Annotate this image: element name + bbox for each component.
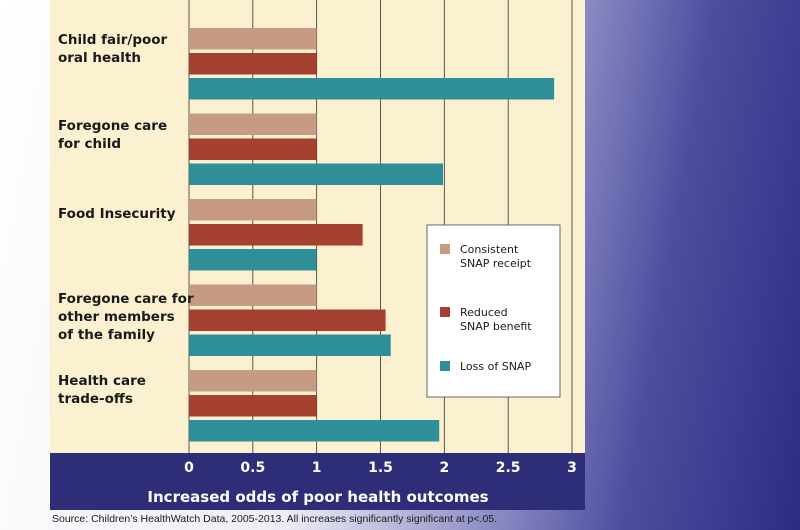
x-tick-label: 1 <box>312 460 322 476</box>
category-label: Food Insecurity <box>58 206 176 222</box>
legend: Consistent SNAP receipt Reduced SNAP benefi… <box>426 224 561 398</box>
category-labels: Child fair/poor oral health Foregone care f… <box>58 32 194 407</box>
x-tick-labels: 0 0.5 1 1.5 2 2.5 3 <box>184 460 577 476</box>
legend-swatch <box>440 244 450 254</box>
bar <box>189 284 317 306</box>
x-axis-band <box>50 453 585 510</box>
legend-swatch <box>440 307 450 317</box>
legend-swatch <box>440 361 450 371</box>
bars <box>189 28 555 442</box>
bar <box>189 420 440 442</box>
category-label: Health care trade-offs <box>58 373 146 407</box>
bar <box>189 199 317 221</box>
bar <box>189 163 444 185</box>
category-label: Foregone care for child <box>58 118 167 152</box>
legend-label: Consistent SNAP receipt <box>460 243 532 270</box>
x-tick-label: 0.5 <box>240 460 265 476</box>
category-label: Foregone care for other members of the fam… <box>58 291 194 343</box>
x-tick-label: 2.5 <box>496 460 521 476</box>
bar <box>189 395 317 417</box>
bar <box>189 370 317 392</box>
bar <box>189 53 317 75</box>
bar <box>189 28 317 50</box>
source-note: Source: Children’s HealthWatch Data, 200… <box>52 513 498 525</box>
x-tick-label: 2 <box>439 460 449 476</box>
bar <box>189 138 317 160</box>
x-tick-label: 3 <box>567 460 577 476</box>
legend-label: Loss of SNAP <box>460 360 531 373</box>
x-axis-title: Increased odds of poor health outcomes <box>147 488 488 506</box>
x-tick-label: 0 <box>184 460 194 476</box>
bar <box>189 78 555 100</box>
x-tick-label: 1.5 <box>368 460 393 476</box>
bar <box>189 249 317 271</box>
bar <box>189 224 363 246</box>
legend-label: Reduced SNAP benefit <box>460 306 532 333</box>
bar <box>189 309 386 331</box>
bar <box>189 334 391 356</box>
bar-chart: Child fair/poor oral health Foregone care f… <box>58 0 577 506</box>
bar <box>189 113 317 135</box>
category-label: Child fair/poor oral health <box>58 32 168 66</box>
